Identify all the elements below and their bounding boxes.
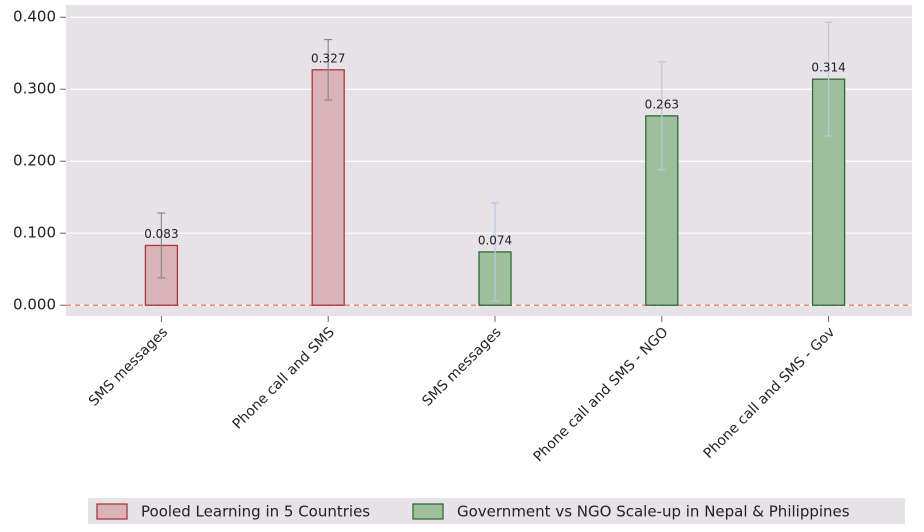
- legend-label: Pooled Learning in 5 Countries: [141, 503, 370, 521]
- y-tick-label: 0.200: [13, 152, 56, 170]
- y-tick-label: 0.300: [13, 80, 56, 98]
- legend-box: [88, 498, 905, 524]
- x-tick-label: Phone call and SMS - NGO: [531, 324, 672, 465]
- legend-label: Government vs NGO Scale-up in Nepal & Ph…: [457, 503, 850, 521]
- value-label: 0.074: [478, 233, 512, 247]
- legend-swatch: [96, 503, 128, 520]
- value-label: 0.314: [811, 61, 845, 75]
- x-tick-label: SMS messages: [419, 324, 504, 409]
- y-tick-label: 0.400: [13, 8, 56, 26]
- x-tick-label: SMS messages: [86, 324, 171, 409]
- value-label: 0.083: [144, 227, 178, 241]
- y-tick-label: 0.100: [13, 224, 56, 242]
- bar: [311, 69, 345, 306]
- value-label: 0.327: [311, 51, 345, 65]
- x-tick-label: Phone call and SMS: [230, 324, 338, 432]
- legend-swatch: [412, 503, 444, 520]
- y-tick-label: 0.000: [13, 296, 56, 314]
- value-label: 0.263: [645, 97, 679, 111]
- x-tick-label: Phone call and SMS - Gov: [701, 324, 839, 462]
